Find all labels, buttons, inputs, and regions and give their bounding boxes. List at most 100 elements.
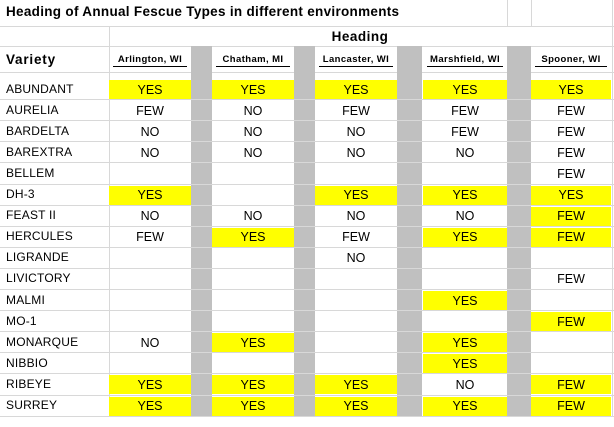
variety-cell: RIBEYE [6, 376, 52, 391]
gridline [0, 204, 614, 206]
heading-value-cell: YES [212, 396, 294, 416]
column-separator [294, 46, 315, 416]
heading-value-cell: NO [243, 124, 263, 139]
location-underline [535, 66, 607, 67]
heading-value-cell: YES [423, 354, 507, 374]
heading-value-cell [531, 333, 611, 352]
heading-value-cell: FEW [557, 124, 585, 139]
heading-value-cell: YES [423, 291, 507, 311]
gridline [0, 394, 614, 396]
gridline [0, 246, 614, 248]
heading-value-cell [109, 312, 191, 331]
heading-value-cell [212, 186, 294, 205]
heading-value-cell [212, 291, 294, 310]
gridline [0, 141, 614, 143]
variety-cell: SURREY [6, 398, 58, 413]
heading-value-cell: NO [346, 251, 366, 266]
heading-value-cell: FEW [531, 375, 611, 395]
heading-value-cell [109, 291, 191, 310]
heading-value-cell: NO [140, 209, 160, 224]
heading-value-cell: YES [212, 80, 294, 100]
location-underline [427, 66, 503, 67]
gridline [0, 99, 614, 101]
heading-value-cell: FEW [531, 312, 611, 332]
heading-value-cell: NO [346, 145, 366, 160]
variety-cell: ABUNDANT [6, 81, 74, 96]
gridline [0, 310, 614, 312]
heading-value-cell: YES [315, 375, 397, 395]
heading-value-cell [212, 249, 294, 268]
heading-value-cell: FEW [451, 124, 479, 139]
heading-value-cell [212, 164, 294, 183]
heading-value-cell: NO [140, 145, 160, 160]
gridline [0, 267, 614, 269]
variety-cell: AURELIA [6, 102, 59, 117]
heading-value-cell [315, 312, 397, 331]
heading-value-cell [531, 249, 611, 268]
variety-cell: MO-1 [6, 313, 37, 328]
heading-value-cell [315, 270, 397, 289]
gridline [0, 162, 614, 164]
heading-value-cell [109, 354, 191, 373]
heading-value-cell [212, 354, 294, 373]
variety-cell: HERCULES [6, 229, 73, 244]
heading-value-cell: FEW [557, 272, 585, 287]
variety-cell: NIBBIO [6, 355, 48, 370]
heading-value-cell: YES [109, 375, 191, 395]
gridline [0, 352, 614, 354]
heading-value-cell [315, 291, 397, 310]
heading-value-cell: NO [140, 335, 160, 350]
heading-value-cell: YES [212, 375, 294, 395]
location-underline [319, 66, 393, 67]
location-header: Arlington, WI [117, 53, 183, 65]
heading-value-cell: YES [315, 185, 397, 205]
variety-cell: DH-3 [6, 187, 35, 202]
variety-cell: MALMI [6, 292, 46, 307]
gridline [109, 26, 110, 416]
variety-cell: BELLEM [6, 165, 55, 180]
heading-value-cell [315, 354, 397, 373]
heading-value-cell [315, 333, 397, 352]
location-underline [113, 66, 187, 67]
heading-value-cell: YES [423, 80, 507, 100]
heading-value-cell [423, 312, 507, 331]
gridline [507, 0, 508, 26]
gridline [0, 26, 614, 27]
heading-value-cell: YES [423, 185, 507, 205]
variety-cell: BAREXTRA [6, 144, 73, 159]
heading-value-cell: YES [423, 396, 507, 416]
heading-value-cell: FEW [136, 230, 164, 245]
heading-value-cell: FEW [531, 206, 611, 226]
heading-value-cell [423, 164, 507, 183]
location-underline [216, 66, 290, 67]
column-separator [191, 46, 212, 416]
location-header: Spooner, WI [541, 53, 601, 65]
heading-value-cell [212, 270, 294, 289]
location-header: Marshfield, WI [430, 53, 500, 65]
heading-value-cell: NO [140, 124, 160, 139]
variety-cell: BARDELTA [6, 123, 70, 138]
heading-value-cell: YES [423, 333, 507, 353]
heading-value-cell: YES [315, 396, 397, 416]
gridline [612, 0, 613, 416]
heading-value-cell: YES [531, 185, 611, 205]
heading-value-cell: NO [346, 209, 366, 224]
heading-value-cell: NO [455, 145, 475, 160]
variety-column-header: Variety [6, 51, 56, 67]
heading-value-cell [531, 291, 611, 310]
heading-value-cell [315, 164, 397, 183]
heading-value-cell: FEW [451, 103, 479, 118]
variety-cell: LIVICTORY [6, 271, 71, 286]
heading-value-cell [212, 312, 294, 331]
variety-cell: LIGRANDE [6, 250, 69, 265]
gridline [0, 183, 614, 185]
heading-value-cell: YES [212, 227, 294, 247]
sheet-title: Heading of Annual Fescue Types in differ… [6, 4, 400, 19]
heading-value-cell: YES [531, 80, 611, 100]
heading-value-cell: FEW [557, 166, 585, 181]
location-header: Lancaster, WI [322, 53, 390, 65]
gridline [0, 415, 614, 417]
heading-value-cell: YES [423, 227, 507, 247]
column-separator [397, 46, 422, 416]
